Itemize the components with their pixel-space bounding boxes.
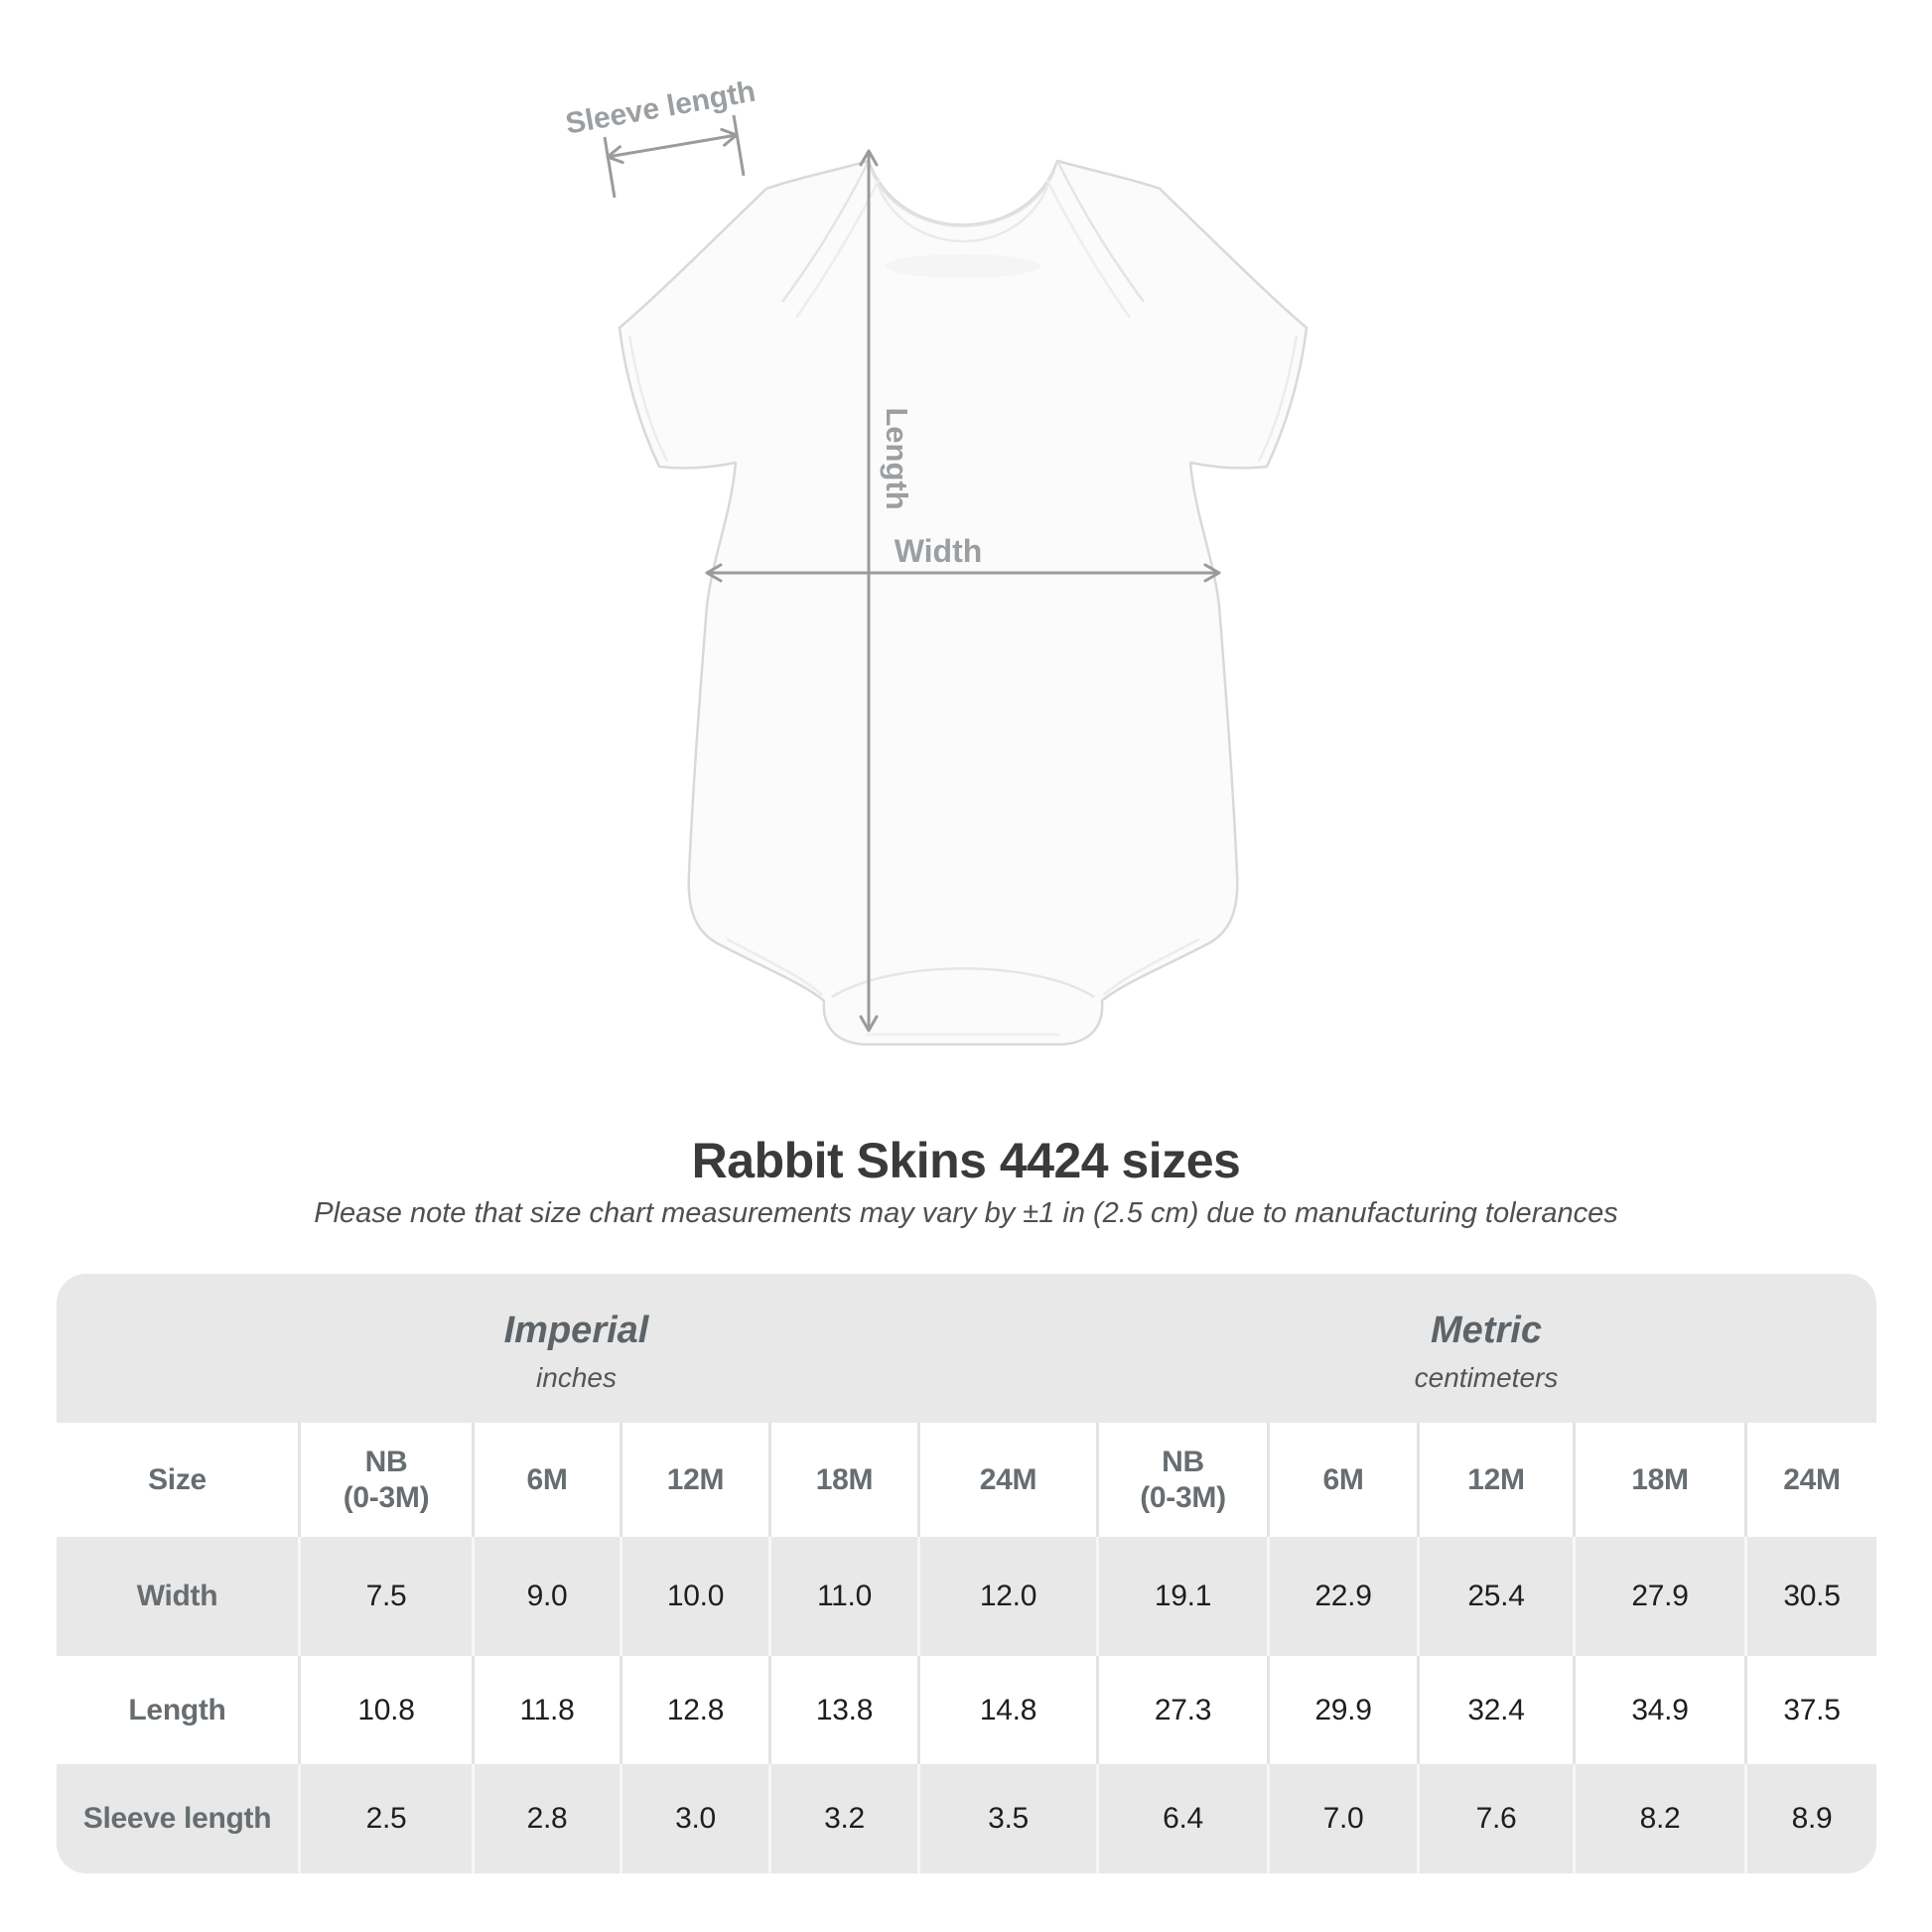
metric-section-title: Metric [1431, 1309, 1542, 1351]
left-leg-seam [726, 937, 823, 996]
sleeve-length-arrow [603, 114, 746, 199]
table-cell: 10.8 [298, 1656, 472, 1764]
size-column-header: Size [148, 1462, 207, 1496]
table-cell: 30.5 [1744, 1537, 1876, 1656]
table-cell: 34.9 [1573, 1656, 1744, 1764]
column-header: 12M [620, 1423, 768, 1537]
neckband-seam [870, 170, 1056, 227]
column-header: 24M [1744, 1423, 1876, 1537]
table-cell: 22.9 [1267, 1537, 1417, 1656]
bodysuit-graphic [618, 159, 1309, 1046]
row-label: Length [128, 1693, 226, 1726]
metric-section-unit: centimeters [1414, 1361, 1559, 1393]
table-row-sleeve-length: Sleeve length 2.5 2.8 3.0 3.2 3.5 6.4 7.… [57, 1764, 1876, 1873]
column-header: 18M [768, 1423, 917, 1537]
column-header: 18M [1573, 1423, 1744, 1537]
column-header: NB (0-3M) [298, 1423, 472, 1537]
size-table: Imperial inches Metric centimeters Size … [57, 1274, 1876, 1873]
right-shoulder-fold-inner [1044, 178, 1132, 319]
table-cell: 12.0 [917, 1537, 1096, 1656]
table-cell: 10.0 [620, 1537, 768, 1656]
page-title: Rabbit Skins 4424 sizes [691, 1133, 1241, 1188]
row-label: Sleeve length [82, 1802, 272, 1835]
table-header-row: Size NB (0-3M) 6M 12M 18M 24M NB (0-3M) … [57, 1423, 1876, 1537]
column-header: 24M [917, 1423, 1096, 1537]
table-cell: 25.4 [1417, 1537, 1573, 1656]
table-cell: 27.3 [1096, 1656, 1267, 1764]
table-cell: 11.0 [768, 1537, 917, 1656]
table-cell: 7.5 [298, 1537, 472, 1656]
table-cell: 8.9 [1744, 1764, 1876, 1873]
unit-section-band: Imperial inches Metric centimeters [57, 1274, 1876, 1423]
sleeve-length-label: Sleeve length [563, 75, 758, 141]
column-header: 6M [472, 1423, 620, 1537]
imperial-section-unit: inches [536, 1361, 617, 1393]
table-row-width: Width 7.5 9.0 10.0 11.0 12.0 19.1 22.9 2… [57, 1537, 1876, 1656]
width-label: Width [895, 533, 983, 569]
left-cuff-seam [627, 335, 669, 462]
right-shoulder-fold [1055, 160, 1146, 303]
page-subtitle: Please note that size chart measurements… [314, 1197, 1618, 1229]
metric-section: Metric centimeters [1096, 1274, 1876, 1423]
table-cell: 37.5 [1744, 1656, 1876, 1764]
table-cell: 7.0 [1267, 1764, 1417, 1873]
table-cell: 2.5 [298, 1764, 472, 1873]
table-cell: 3.5 [917, 1764, 1096, 1873]
row-label: Width [136, 1580, 218, 1612]
right-cuff-seam [1257, 335, 1299, 462]
table-cell: 14.8 [917, 1656, 1096, 1764]
table-cell: 3.0 [620, 1764, 768, 1873]
imperial-section: Imperial inches [57, 1274, 1096, 1423]
table-cell: 7.6 [1417, 1764, 1573, 1873]
length-label: Length [880, 407, 914, 509]
neck-shadow [886, 254, 1040, 278]
column-header: 12M [1417, 1423, 1573, 1537]
table-cell: 6.4 [1096, 1764, 1267, 1873]
table-cell: 13.8 [768, 1656, 917, 1764]
table-cell: 27.9 [1573, 1537, 1744, 1656]
imperial-section-title: Imperial [503, 1309, 649, 1351]
table-cell: 12.8 [620, 1656, 768, 1764]
crotch-flap-seam [831, 967, 1095, 999]
right-leg-seam [1103, 937, 1200, 996]
table-row-length: Length 10.8 11.8 12.8 13.8 14.8 27.3 29.… [57, 1656, 1876, 1764]
table-cell: 19.1 [1096, 1537, 1267, 1656]
table-cell: 32.4 [1417, 1656, 1573, 1764]
table-cell: 3.2 [768, 1764, 917, 1873]
left-shoulder-fold [780, 160, 871, 303]
table-cell: 11.8 [472, 1656, 620, 1764]
table-cell: 2.8 [472, 1764, 620, 1873]
table-cell: 8.2 [1573, 1764, 1744, 1873]
neckband-inner-seam [876, 184, 1050, 243]
size-diagram: Sleeve length Length Width [563, 75, 1309, 1046]
table-cell: 29.9 [1267, 1656, 1417, 1764]
table-cell: 9.0 [472, 1537, 620, 1656]
bodysuit-diagram-svg: Sleeve length Length Width [563, 75, 1309, 1046]
column-header: 6M [1267, 1423, 1417, 1537]
column-header: NB (0-3M) [1096, 1423, 1267, 1537]
